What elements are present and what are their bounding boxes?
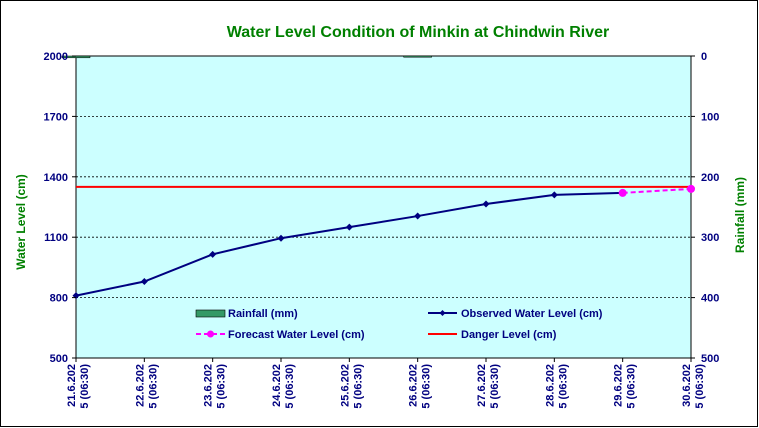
plot-area [75,55,692,359]
x-tick-label-6: 27.6.2025 (06:30) [476,364,501,409]
legend-label-danger: Danger Level (cm) [461,329,557,341]
x-tick-label-9: 30.6.2025 (06:30) [681,364,706,409]
legend-label-rainfall: Rainfall (mm) [228,308,298,320]
observed-point-2 [209,250,217,258]
observed-point-4 [345,223,353,231]
forecast-water-level-line [622,187,692,194]
x-tick-label-3: 24.6.2025 (06:30) [271,364,296,409]
y-tick-label-3: 1100 [44,232,68,244]
x-tick-label-5: 26.6.2025 (06:30) [408,364,433,409]
x-tick-label-0: 21.6.2025 (06:30) [66,364,91,409]
y-tick-label-2: 1400 [44,172,68,184]
legend: Rainfall (mm) Observed Water Level (cm) … [195,308,603,341]
rainfall-bar-5 [403,55,432,58]
y2-axis-title: Rainfall (mm) [733,177,747,253]
y-tick-label-1: 1700 [44,111,68,123]
observed-point-7 [550,191,558,199]
y2-tick-label-4: 400 [701,293,719,305]
observed-point-6 [482,200,490,208]
forecast-point-1 [687,184,695,193]
legend-label-observed: Observed Water Level (cm) [461,308,603,320]
y2-tick-label-1: 100 [701,111,719,123]
y2-tick-label-5: 500 [701,353,719,365]
x-tick-label-1: 22.6.2025 (06:30) [134,364,159,409]
x-tick-label-8: 29.6.2025 (06:30) [613,364,638,409]
x-tick-label-4: 25.6.2025 (06:30) [339,364,364,409]
gridlines [76,116,691,299]
water-level-lines [72,184,695,300]
legend-marker-forecast [207,330,214,338]
observed-point-1 [140,277,148,285]
y-tick-label-5: 500 [50,353,68,365]
legend-marker-observed [439,310,446,316]
y2-tick-label-0: 0 [701,51,707,63]
observed-point-3 [277,234,285,242]
y2-tick-label-2: 200 [701,172,719,184]
x-tick-label-7: 28.6.2025 (06:30) [544,364,569,409]
legend-swatch-rainfall [195,309,226,318]
y-tick-label-0: 2000 [44,51,68,63]
y2-tick-label-3: 300 [701,232,719,244]
y-axis-title: Water Level (cm) [14,174,28,270]
y-tick-label-4: 800 [50,293,68,305]
axis-ticks: 2000170014001100800500010020030040050021… [44,51,720,409]
forecast-point-0 [618,188,627,197]
legend-label-forecast: Forecast Water Level (cm) [228,329,365,341]
observed-point-5 [414,212,422,220]
chart-title: Water Level Condition of Minkin at Chind… [227,24,610,41]
x-tick-label-2: 23.6.2025 (06:30) [203,364,228,409]
